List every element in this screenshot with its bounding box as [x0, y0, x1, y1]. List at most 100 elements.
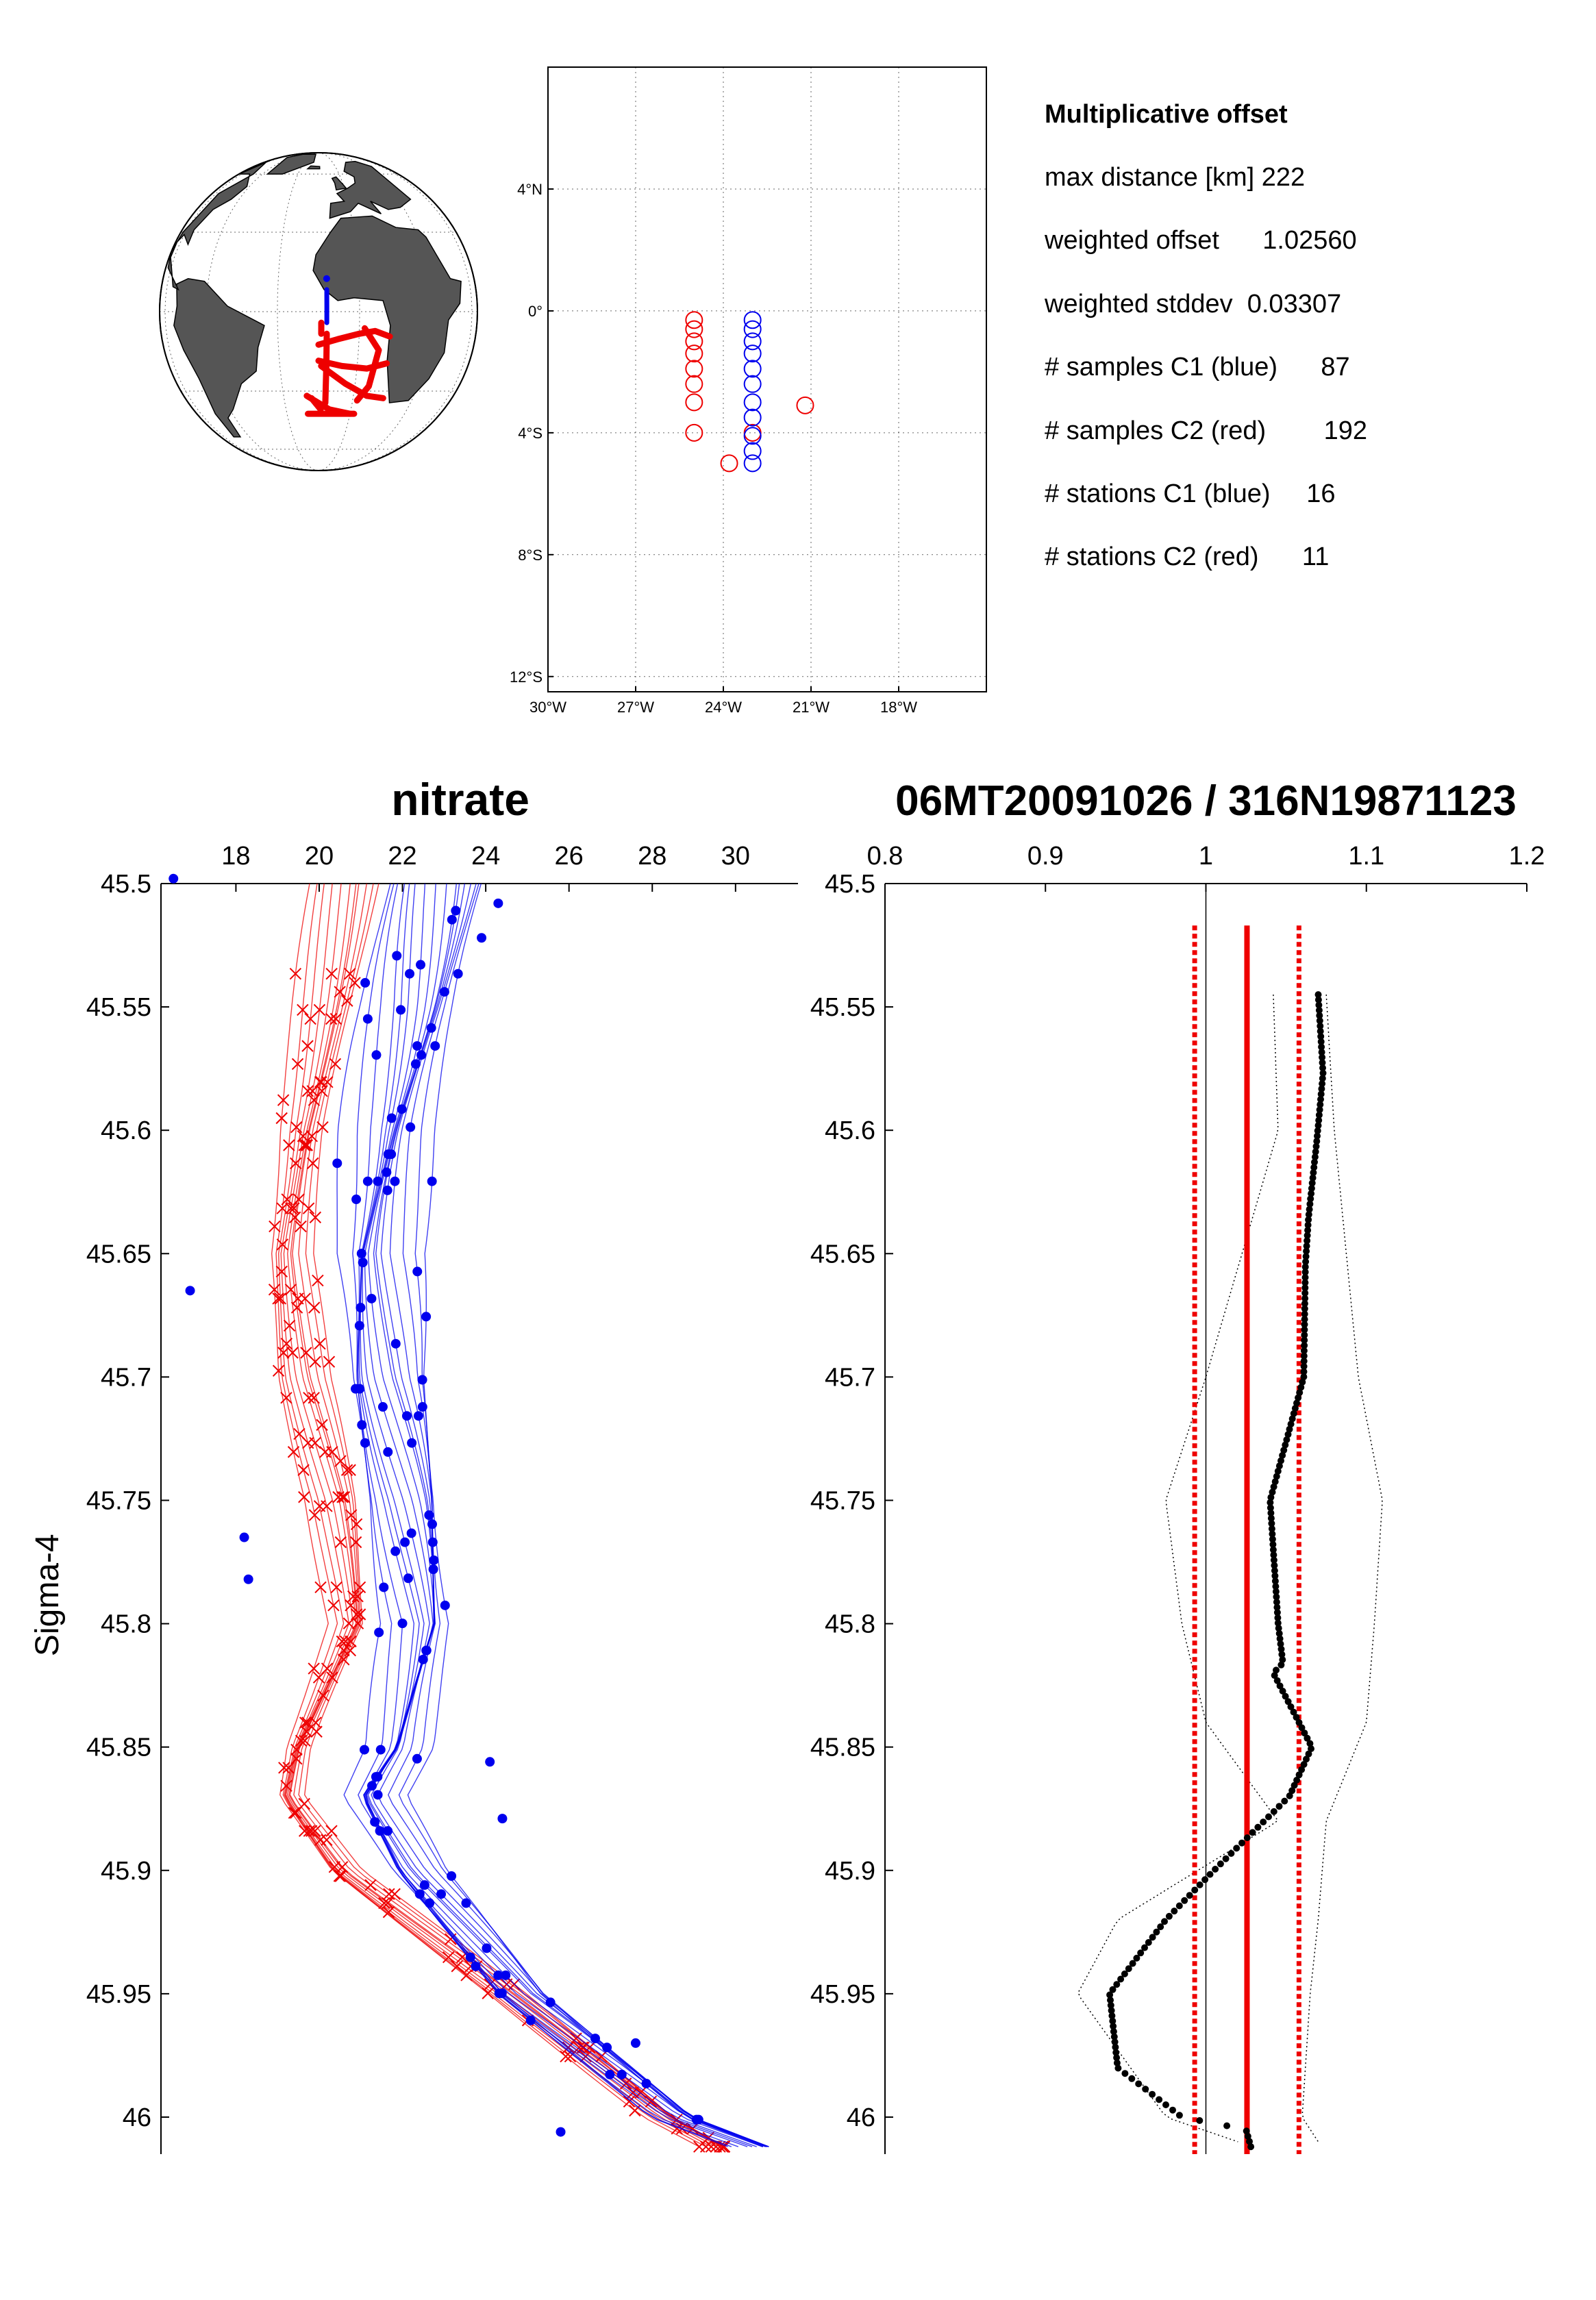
nitrate-sample-c2 — [482, 1987, 494, 1999]
map-station-c2 — [685, 345, 703, 363]
ratio-profile-point — [1270, 1556, 1277, 1564]
ratio-profile-point — [1169, 2106, 1176, 2114]
ratio-profile-point — [1109, 1986, 1117, 1993]
ratio-profile-plot: 0.8 0.9 1 1.1 1.2 45.5 45.55 45.6 45.65 45.7 45.75… — [810, 777, 1545, 2154]
ratio-profile-point — [1149, 1934, 1156, 1941]
ratio-profile-point — [1306, 1740, 1314, 1747]
nitrate-sample-c1 — [485, 1757, 495, 1767]
ratio-profile-point — [1129, 1960, 1136, 1967]
ratio-profile-point — [1161, 1918, 1168, 1925]
ratio-profile-point — [1291, 1405, 1299, 1412]
nitrate-sample-c2 — [297, 1464, 310, 1476]
ratio-profile-point — [1281, 1797, 1288, 1805]
ratio-profile-point — [1113, 2059, 1121, 2066]
ratio-profile-point — [1244, 2132, 1251, 2140]
nitrate-sample-c2 — [276, 1238, 289, 1251]
ratio-profile-point — [1319, 1059, 1326, 1066]
globe-land-britain — [331, 176, 347, 191]
ratio-profile-point — [1302, 1253, 1310, 1260]
nitrate-sample-c2 — [314, 1338, 326, 1350]
map-ytick-label: 0° — [528, 303, 543, 320]
nitrate-sample-c2 — [302, 1202, 315, 1214]
ratio-profile-point — [1156, 2096, 1163, 2103]
nitrate-sample-c2 — [350, 1518, 363, 1530]
nitrate-sample-c2 — [295, 1220, 307, 1233]
ratio-profile-point — [1300, 1362, 1308, 1370]
nitrate-sample-c2 — [299, 1734, 311, 1747]
nitrate-sample-c1 — [453, 968, 463, 979]
nitrate-sample-c1 — [357, 1420, 367, 1430]
ratio-xtick-label: 1.2 — [1509, 842, 1545, 871]
nitrate-sample-c1 — [630, 2038, 640, 2048]
nitrate-sample-c2 — [570, 2032, 582, 2045]
ratio-profile-point — [1243, 2127, 1250, 2135]
ratio-profile-point — [1113, 1981, 1121, 1988]
nitrate-profile-c2 — [277, 883, 712, 2147]
ratio-profile-point — [1301, 1279, 1309, 1286]
ratio-profile-point — [1311, 1153, 1319, 1161]
nitrate-sample-c2 — [317, 1689, 329, 1702]
nitrate-sample-c1 — [360, 1438, 370, 1448]
ratio-profile-point — [1300, 1347, 1308, 1354]
ratio-profile-point — [1247, 2143, 1255, 2151]
ratio-profile-point — [1304, 1734, 1311, 1742]
ratio-profile-point — [1275, 1625, 1282, 1632]
ratio-profile-point — [1282, 1692, 1289, 1700]
ratio-profile-point — [1271, 1572, 1279, 1579]
nitrate-sample-c2 — [272, 1292, 284, 1305]
ratio-profile-point — [1277, 1640, 1284, 1648]
nitrate-sample-c1 — [351, 1195, 362, 1205]
nitrate-xtick-label: 30 — [721, 842, 750, 871]
nitrate-sample-c2 — [349, 1536, 362, 1549]
ratio-profile-point — [1306, 1200, 1314, 1208]
map-ytick-label: 12°S — [510, 668, 543, 686]
nitrate-sample-c2 — [308, 1662, 320, 1675]
nitrate-sample-c2 — [334, 1536, 347, 1549]
ratio-profile-point — [1273, 1609, 1281, 1616]
nitrate-sample-c1 — [373, 1790, 383, 1800]
map-station-c1 — [743, 442, 762, 460]
nitrate-sample-c2 — [291, 1058, 304, 1071]
nitrate-profile-c1 — [363, 883, 767, 2147]
nitrate-sample-c2 — [306, 1157, 319, 1170]
ratio-profile-point — [1295, 1771, 1303, 1779]
nitrate-sample-c2 — [280, 1338, 293, 1350]
ratio-profile-point — [1290, 1782, 1298, 1789]
nitrate-sample-c2 — [364, 1879, 377, 1891]
ratio-profile-point — [1112, 2043, 1119, 2051]
ratio-profile-point — [1274, 1619, 1282, 1627]
ratio-profile-point — [1165, 1912, 1173, 1920]
nitrate-sample-c1 — [440, 1600, 450, 1610]
ratio-profile-point — [1318, 1049, 1325, 1056]
ratio-profile-point — [1267, 1494, 1275, 1501]
ratio-profile-point — [1271, 1567, 1278, 1575]
nitrate-sample-c2 — [288, 1211, 301, 1224]
ratio-profile-point — [1233, 1845, 1240, 1852]
ratio-profile-point — [1217, 1860, 1224, 1868]
ratio-profile-point — [1274, 1467, 1282, 1475]
nitrate-sample-c2 — [382, 1897, 394, 1910]
ratio-profile-point — [1246, 2138, 1253, 2145]
nitrate-profile-c2 — [280, 883, 716, 2147]
map-station-c1 — [743, 393, 762, 412]
nitrate-sample-c2 — [388, 1888, 401, 1901]
nitrate-ytick-label: 45.65 — [86, 1240, 151, 1268]
ratio-profile-point — [1278, 1651, 1286, 1658]
ratio-profile-point — [1319, 1080, 1326, 1088]
info-weighted-stddev: weighted stddev 0.03307 — [1045, 290, 1342, 318]
nitrate-profile-c2 — [298, 883, 725, 2147]
info-heading: Multiplicative offset — [1045, 100, 1288, 129]
ratio-profile-point — [1145, 1939, 1152, 1946]
ratio-profile-point — [1315, 1007, 1323, 1014]
nitrate-sample-c2 — [321, 1500, 333, 1512]
nitrate-profile-c1 — [352, 883, 732, 2147]
nitrate-sample-c1 — [406, 1122, 416, 1132]
nitrate-sample-c1 — [386, 1149, 397, 1160]
ratio-profile-point — [1113, 2054, 1121, 2062]
ratio-profile-point — [1299, 1378, 1306, 1386]
ratio-profile-point — [1301, 1300, 1308, 1308]
ratio-profile-point — [1307, 1195, 1314, 1203]
nitrate-sample-c2 — [310, 1725, 323, 1738]
ratio-profile-point — [1308, 1185, 1315, 1192]
